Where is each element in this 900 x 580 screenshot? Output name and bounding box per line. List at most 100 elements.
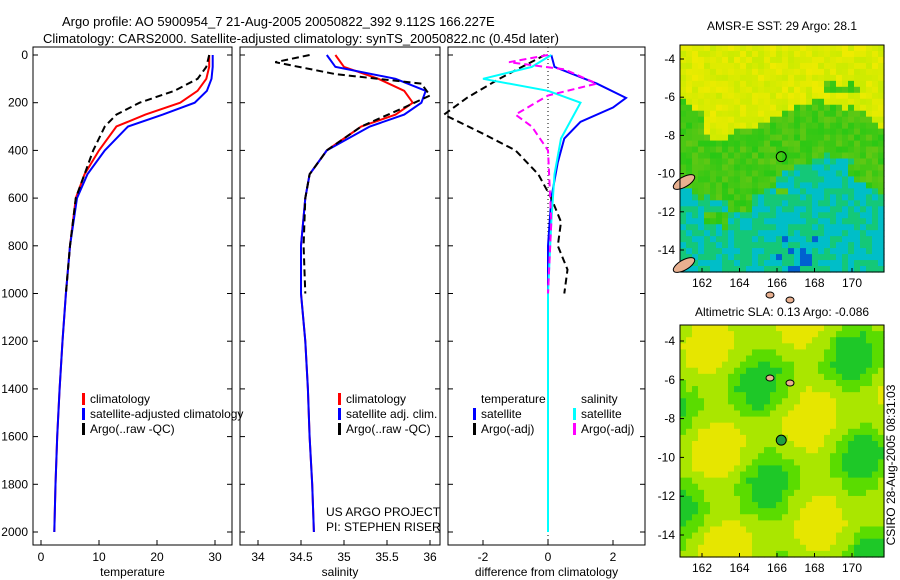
- map-cell: [830, 331, 837, 338]
- map-cell: [698, 495, 705, 503]
- map-cell: [836, 465, 843, 473]
- map-cell: [764, 188, 771, 195]
- map-cell: [722, 422, 729, 430]
- map-cell: [704, 206, 711, 213]
- map-cell: [704, 62, 711, 70]
- map-cell: [734, 459, 741, 467]
- map-cell: [704, 56, 711, 64]
- map-cell: [860, 140, 867, 148]
- map-cell: [716, 260, 723, 267]
- map-cell: [710, 140, 717, 148]
- map-cell: [710, 373, 717, 381]
- map-cell: [764, 122, 771, 130]
- map-cell: [866, 453, 873, 460]
- map-cell: [830, 212, 837, 219]
- map-cell: [764, 158, 771, 166]
- map-cell: [710, 230, 717, 237]
- map-cell: [704, 86, 711, 94]
- map-cell: [746, 206, 753, 213]
- map-cell: [818, 422, 825, 430]
- map-cell: [764, 325, 771, 332]
- map-cell: [878, 459, 885, 467]
- map-cell: [746, 230, 753, 237]
- map-cell: [878, 80, 885, 88]
- map-cell: [734, 206, 741, 213]
- map-cell: [800, 349, 807, 357]
- map-cell: [764, 361, 771, 369]
- map-cell: [848, 367, 855, 375]
- map-cell: [770, 343, 777, 351]
- map-cell: [824, 325, 831, 332]
- map-cell: [704, 218, 711, 225]
- map-cell: [704, 212, 711, 219]
- map-cell: [842, 134, 849, 142]
- map-cell: [812, 62, 819, 70]
- map-cell: [734, 218, 741, 225]
- map-cell: [752, 242, 759, 249]
- map-cell: [872, 434, 879, 442]
- map-cell: [806, 355, 813, 363]
- map-cell: [776, 459, 783, 467]
- map-cell: [686, 508, 693, 515]
- map-cell: [746, 170, 753, 178]
- map-cell: [752, 50, 759, 58]
- map-cell: [866, 62, 873, 70]
- map-cell: [764, 218, 771, 225]
- map-cell: [866, 242, 873, 249]
- map-cell: [878, 379, 885, 387]
- map-cell: [800, 248, 807, 255]
- map-cell: [776, 164, 783, 172]
- map-cell: [740, 465, 747, 473]
- map-cell: [710, 428, 717, 436]
- map-cell: [818, 122, 825, 130]
- map-cell: [854, 434, 861, 442]
- map-cell: [716, 122, 723, 130]
- map-cell: [872, 379, 879, 387]
- map-cell: [758, 373, 765, 381]
- map-cell: [878, 110, 885, 118]
- map-cell: [848, 194, 855, 201]
- map-cell: [680, 379, 687, 387]
- map-cell: [734, 92, 741, 100]
- map-cell: [758, 200, 765, 207]
- map-cell: [794, 386, 801, 393]
- map-cell: [842, 188, 849, 195]
- map-cell: [818, 212, 825, 219]
- map-cell: [716, 404, 723, 412]
- map-cell: [698, 538, 705, 546]
- map-cell: [818, 343, 825, 351]
- map-cell: [842, 140, 849, 148]
- map-cell: [764, 182, 771, 189]
- map-cell: [788, 176, 795, 183]
- map-cell: [764, 74, 771, 82]
- map-cell: [806, 398, 813, 405]
- map-cell: [788, 331, 795, 338]
- map-cell: [812, 495, 819, 503]
- map-cell: [758, 459, 765, 467]
- map-cell: [824, 544, 831, 552]
- map-cell: [764, 86, 771, 94]
- map-cell: [866, 379, 873, 387]
- map-cell: [746, 242, 753, 249]
- map-cell: [806, 386, 813, 393]
- map-cell: [878, 495, 885, 503]
- map-cell: [758, 236, 765, 243]
- map-cell: [746, 392, 753, 399]
- map-cell: [758, 508, 765, 515]
- map-cell: [824, 176, 831, 183]
- map-cell: [764, 447, 771, 454]
- map-cell: [698, 104, 705, 112]
- map-cell: [860, 434, 867, 442]
- map-cell: [800, 224, 807, 231]
- map-cell: [728, 386, 735, 393]
- map-cell: [716, 526, 723, 534]
- x-tick-label: 10: [92, 550, 106, 564]
- map-cell: [734, 74, 741, 82]
- map-cell: [770, 62, 777, 70]
- map-cell: [872, 134, 879, 142]
- map-cell: [776, 116, 783, 124]
- map-cell: [854, 447, 861, 454]
- map-cell: [752, 128, 759, 136]
- map-cell: [722, 392, 729, 399]
